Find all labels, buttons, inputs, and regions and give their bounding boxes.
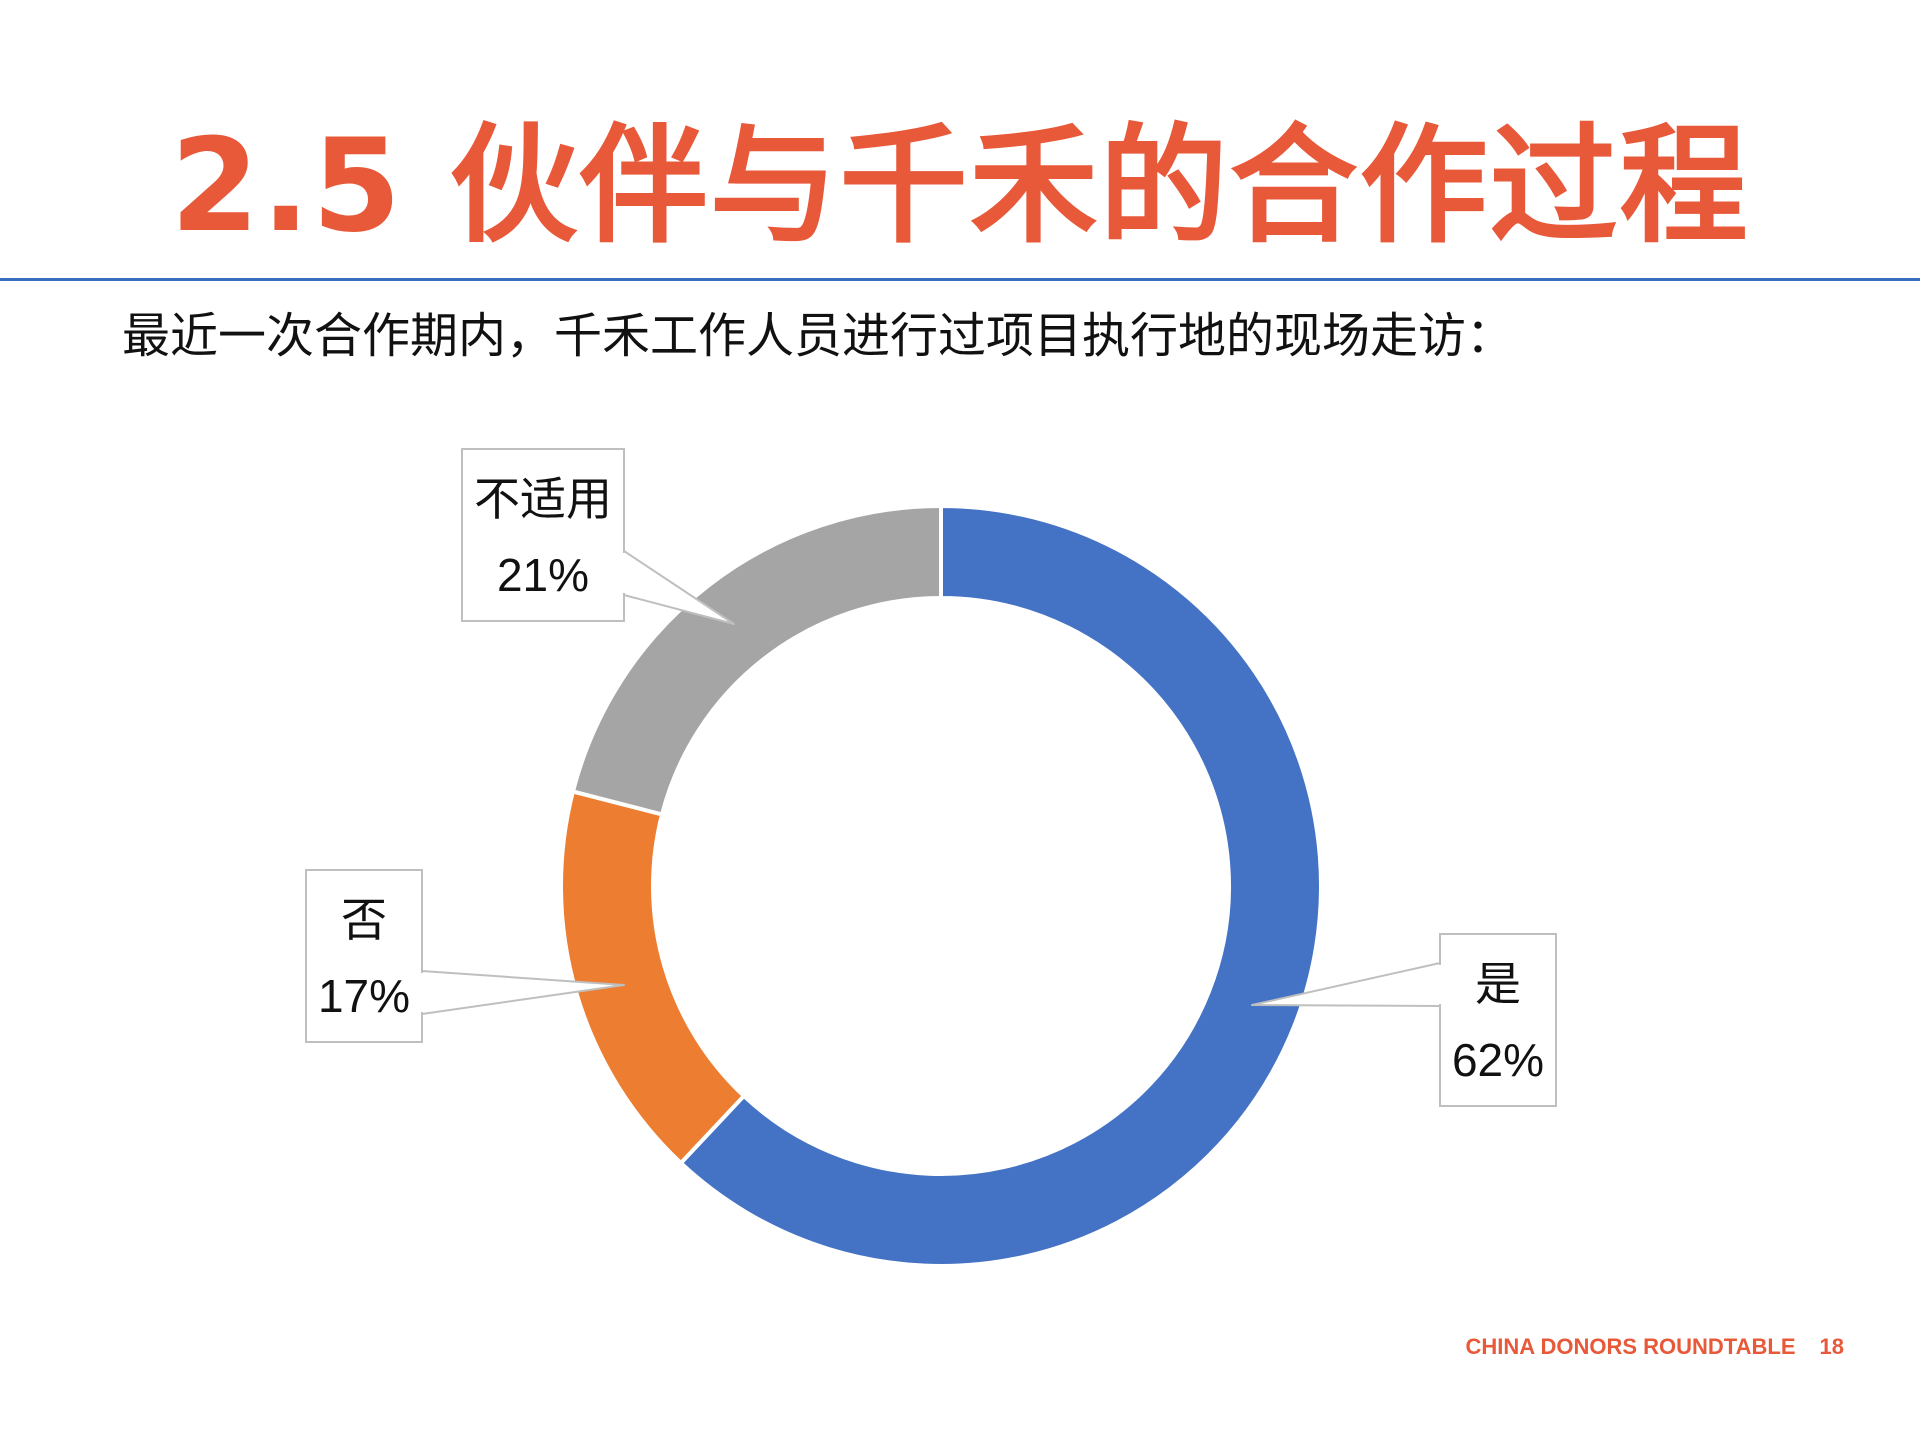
slice-category-label: 不适用 [474,472,612,526]
footer-org-name: CHINA DONORS ROUNDTABLE [1465,1334,1796,1359]
slice-category-label: 否 [341,893,387,947]
slice-value-label: 62% [1452,1034,1544,1086]
callout-box [1439,933,1557,1107]
footer: CHINA DONORS ROUNDTABLE 18 [1466,1334,1844,1360]
slice-value-label: 21% [497,549,589,601]
callout-box [461,448,625,622]
callout-pointer [623,550,735,625]
slide-subtitle: 最近一次合作期内，千禾工作人员进行过项目执行地的现场走访： [122,308,1515,364]
slice-category-label: 是 [1475,957,1521,1011]
title-divider [0,278,1920,281]
slide-title: 2.5 伙伴与千禾的合作过程 [170,112,1750,261]
callout-box [305,869,423,1043]
data-label-callout-1: 是 62% [1251,933,1557,1107]
page-number: 18 [1819,1334,1844,1359]
slice-value-label: 17% [318,970,410,1022]
callout-pointer [1251,962,1441,1007]
data-label-callout-2: 否 17% [305,869,625,1043]
data-label-callout-3: 不适用 21% [461,448,735,625]
donut-slice-3 [570,503,943,817]
donut-slice-1 [678,503,1323,1268]
callout-pointer [421,970,625,1015]
donut-slice-2 [559,789,747,1166]
